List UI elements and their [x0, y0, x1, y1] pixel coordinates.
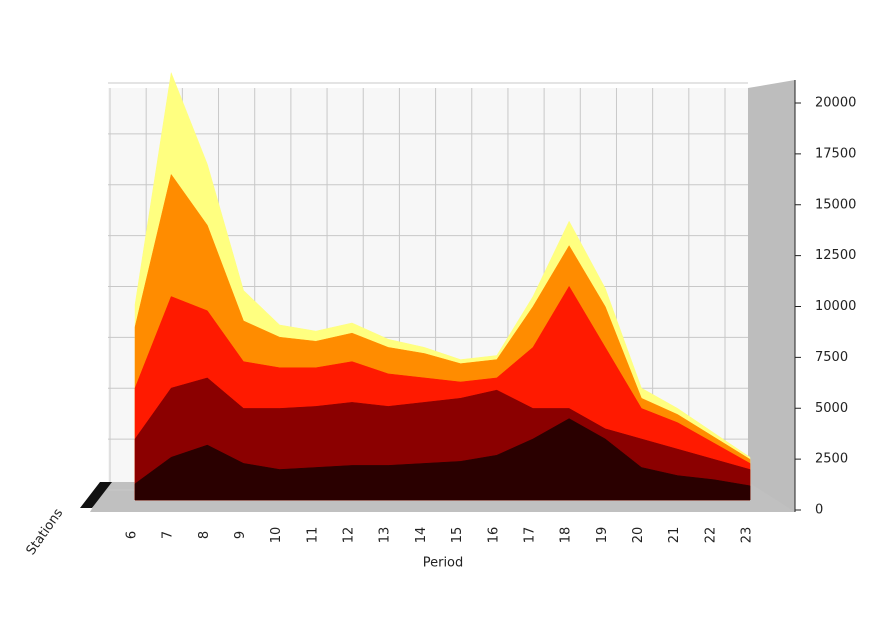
- x-tick-label: 23: [740, 527, 755, 544]
- y-axis-label: Stations: [24, 506, 67, 558]
- z-tick-label: 20000: [815, 96, 856, 111]
- z-tick-label: 15000: [815, 197, 856, 212]
- x-tick-label: 10: [269, 527, 284, 544]
- z-tick-label: 7500: [815, 350, 848, 365]
- x-axis-label: Period: [423, 556, 464, 571]
- z-tick-label: 10000: [815, 299, 856, 314]
- x-tick-label: 9: [233, 531, 248, 539]
- x-tick-label: 13: [378, 527, 393, 544]
- z-tick-label: 5000: [815, 401, 848, 416]
- z-tick-label: 17500: [815, 146, 856, 161]
- x-tick-label: 7: [161, 531, 176, 539]
- z-tick-label: 2500: [815, 452, 848, 467]
- x-tick-label: 14: [414, 527, 429, 544]
- x-tick-label: 8: [197, 531, 212, 539]
- z-tick-label: 12500: [815, 248, 856, 263]
- x-tick-label: 6: [125, 531, 140, 539]
- x-tick-label: 21: [667, 527, 682, 544]
- x-tick-label: 18: [559, 527, 574, 544]
- x-tick-label: 11: [305, 527, 320, 544]
- side-pane: [748, 80, 795, 512]
- z-tick-label: 0: [815, 503, 823, 518]
- x-tick-label: 15: [450, 527, 465, 544]
- x-tick-label: 12: [342, 527, 357, 544]
- x-tick-label: 17: [522, 527, 537, 544]
- x-tick-label: 20: [631, 527, 646, 544]
- surface-layer: [134, 418, 751, 501]
- x-tick-label: 19: [595, 527, 610, 544]
- station-edge: [80, 482, 112, 508]
- x-tick-label: 22: [703, 527, 718, 544]
- x-tick-label: 16: [486, 527, 501, 544]
